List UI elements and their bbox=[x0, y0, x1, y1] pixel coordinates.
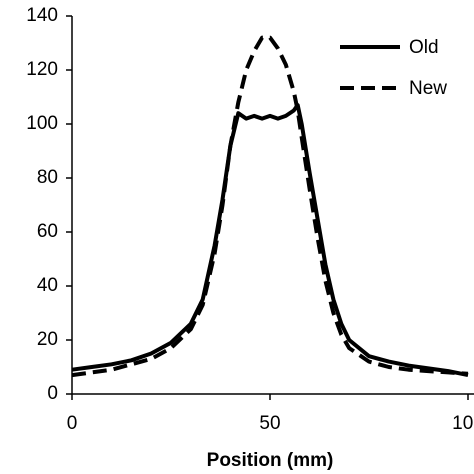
y-tick-label: 0 bbox=[47, 383, 58, 404]
y-tick-label: 20 bbox=[37, 329, 58, 350]
y-tick-label: 100 bbox=[26, 113, 58, 134]
x-tick-label: 0 bbox=[67, 413, 78, 434]
y-tick-label: 40 bbox=[37, 275, 58, 296]
y-tick-label: 140 bbox=[26, 5, 58, 26]
legend-label: New bbox=[409, 78, 447, 99]
line-series bbox=[71, 35, 469, 378]
y-tick-label: 120 bbox=[26, 59, 58, 80]
y-tick-label: 80 bbox=[37, 167, 58, 188]
y-tick-label: 60 bbox=[37, 221, 58, 242]
line-series bbox=[71, 103, 469, 378]
x-axis-label: Position (mm) bbox=[207, 450, 334, 471]
x-tick-label: 50 bbox=[259, 413, 280, 434]
legend-label: Old bbox=[409, 37, 439, 58]
x-tick-label: 100 bbox=[452, 413, 474, 434]
